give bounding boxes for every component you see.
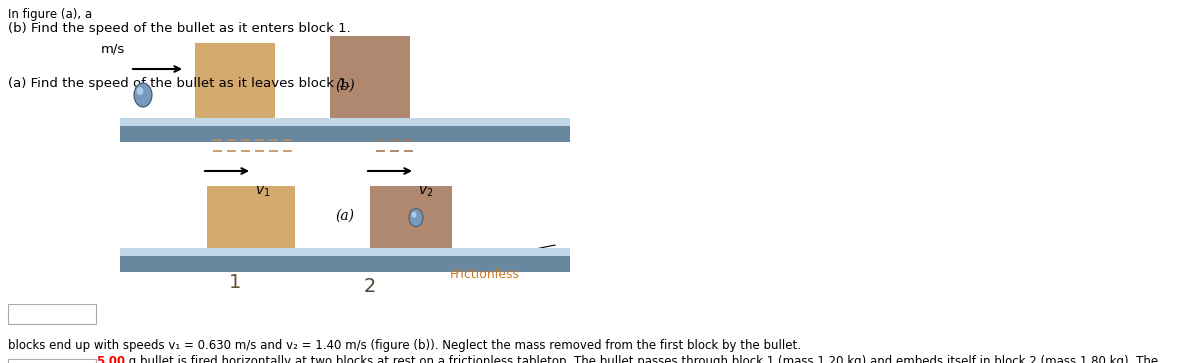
Text: (a): (a) (336, 209, 354, 223)
Bar (120, 118, 570, 126)
Bar (194, 43, 275, 118)
FancyBboxPatch shape (8, 359, 96, 363)
Text: g bullet is fired horizontally at two blocks at rest on a frictionless tabletop.: g bullet is fired horizontally at two bl… (125, 355, 1158, 363)
Text: (b) Find the speed of the bullet as it enters block 1.: (b) Find the speed of the bullet as it e… (8, 22, 350, 35)
Text: (a) Find the speed of the bullet as it leaves block 1.: (a) Find the speed of the bullet as it l… (8, 77, 350, 90)
Ellipse shape (134, 83, 152, 107)
Text: (b): (b) (335, 79, 355, 93)
FancyBboxPatch shape (8, 304, 96, 324)
Ellipse shape (137, 87, 144, 95)
Text: 5.00: 5.00 (96, 355, 125, 363)
Ellipse shape (412, 212, 416, 218)
Bar (208, 186, 295, 248)
Bar (120, 126, 570, 142)
Bar (120, 256, 570, 272)
Text: In figure (a), a: In figure (a), a (8, 8, 96, 21)
Bar (370, 186, 452, 248)
Text: $v_2$: $v_2$ (418, 185, 433, 199)
Text: Frictionless: Frictionless (450, 269, 520, 281)
Bar (120, 248, 570, 256)
Text: 1: 1 (229, 273, 241, 292)
Text: m/s: m/s (101, 42, 125, 56)
Ellipse shape (409, 209, 424, 227)
Text: 2: 2 (364, 277, 376, 295)
Bar (330, 36, 410, 118)
Text: blocks end up with speeds v₁ = 0.630 m/s and v₂ = 1.40 m/s (figure (b)). Neglect: blocks end up with speeds v₁ = 0.630 m/s… (8, 339, 802, 352)
Text: $v_1$: $v_1$ (256, 185, 270, 199)
